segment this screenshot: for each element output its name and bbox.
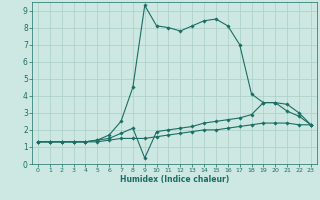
X-axis label: Humidex (Indice chaleur): Humidex (Indice chaleur) (120, 175, 229, 184)
